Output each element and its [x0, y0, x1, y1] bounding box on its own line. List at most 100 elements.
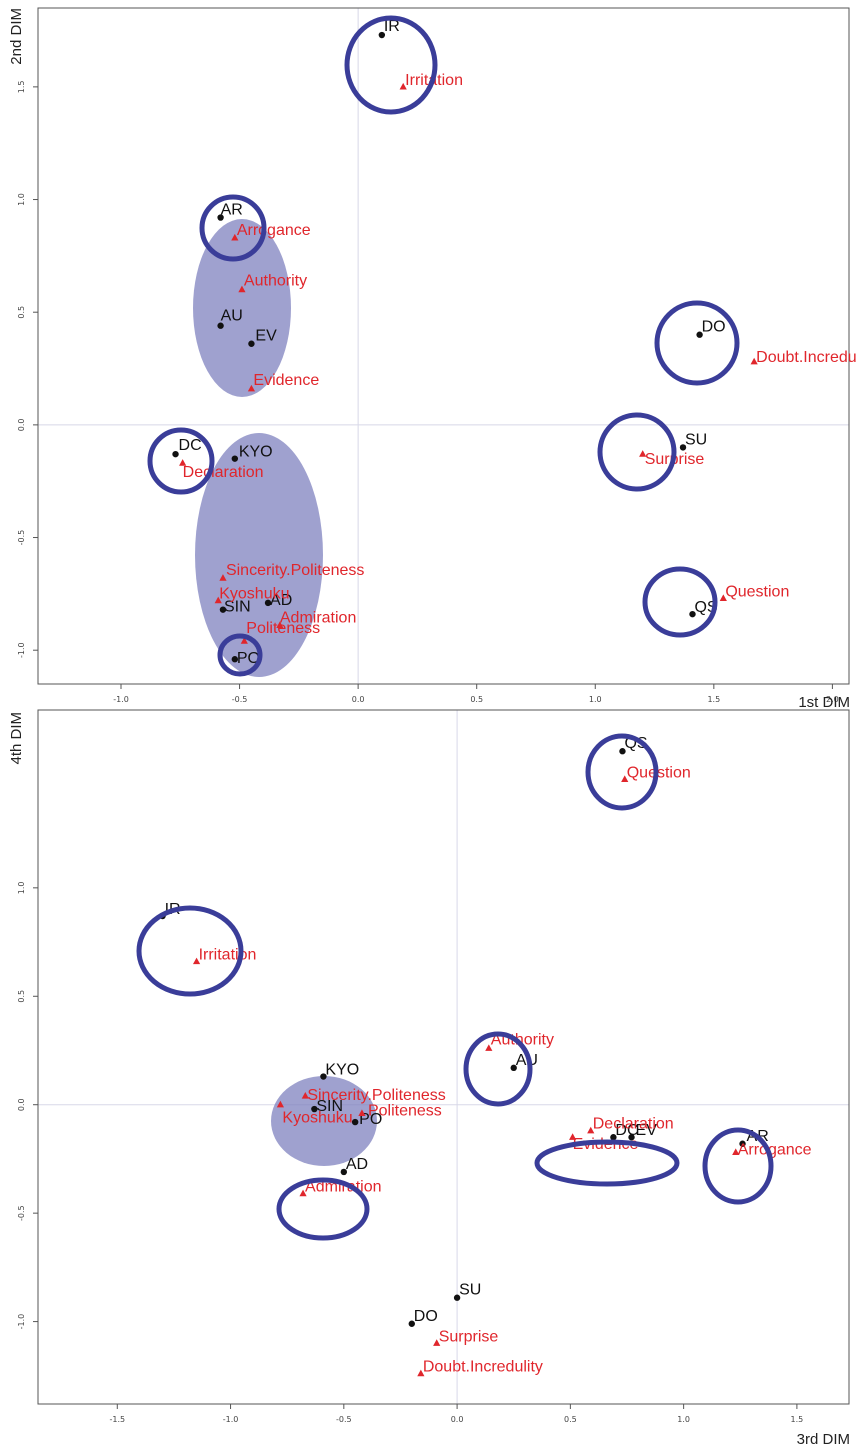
panel-1-point-kyoshuku [214, 596, 222, 604]
panel-1-label-ir: IR [384, 18, 400, 35]
panel-2-point-kyo [320, 1073, 327, 1080]
panel-1-point-authority [238, 285, 246, 293]
panel-1-label-au: AU [221, 308, 243, 325]
panel-2-label-admiration: Admiration [305, 1179, 381, 1196]
panel-1-label-su: SU [685, 431, 707, 448]
panel-1-point-politeness [240, 637, 248, 644]
panel-2-point-dc [610, 1134, 617, 1141]
panel-2-label-irritation: Irritation [199, 947, 257, 964]
panel-2-plot-frame [37, 709, 850, 1405]
panel-2-highlight-circle-1 [585, 733, 659, 811]
panel-2-point-su [453, 1294, 461, 1301]
panel-2-label-su: SU [459, 1282, 481, 1299]
panel-1-x-tick-label: 1.0 [589, 695, 602, 704]
panel-2-x-axis-label: 3rd DIM [797, 1431, 850, 1448]
panel-1-label-arrogance: Arrogance [237, 222, 311, 239]
panel-1-label-declaration: Declaration [183, 464, 264, 481]
panel-1-label-authority: Authority [244, 273, 307, 290]
panel-2-point-do [408, 1320, 415, 1327]
panel-2-y-tick-label: 1.0 [17, 881, 26, 894]
panel-2-point-po [351, 1118, 359, 1126]
panel-1-x-tick-label: 0.5 [470, 695, 483, 704]
panel-2-point-authority [485, 1044, 493, 1051]
panel-1-label-dc: DC [179, 437, 202, 454]
panel-1-label-ev: EV [255, 328, 277, 345]
panel-1-plot-frame [37, 7, 850, 685]
panel-1-highlight-circle-7 [217, 633, 263, 677]
panel-1-point-sin [219, 606, 227, 613]
panel-2-label-do: DO [414, 1308, 438, 1325]
panel-1-point-ar [217, 214, 224, 221]
panel-2-point-sin [311, 1105, 318, 1113]
panel-1-point-admiration [276, 621, 284, 629]
panel-1-highlight-circle-5 [597, 412, 677, 492]
panel-1-label-ar: AR [221, 202, 243, 219]
panel-1-point-qs [689, 610, 696, 618]
panel-1-y-tick-label: 0.0 [17, 418, 26, 431]
panel-1-x-tick-label: 2.0 [826, 695, 839, 704]
panel-1-point-irritation [399, 82, 407, 90]
panel-2-label-ev: EV [636, 1122, 658, 1139]
panel-1-point-surprise [639, 450, 647, 457]
panel-2-label-kyo: KYO [325, 1062, 359, 1079]
panel-1-highlight-circle-2 [199, 194, 267, 262]
panel-1-point-evidence [247, 384, 256, 392]
panel-1-point-po [231, 656, 239, 663]
panel-2-point-ev [628, 1134, 635, 1141]
panel-2-point-admiration [299, 1189, 307, 1197]
panel-2-highlight-circle-2 [136, 905, 244, 997]
panel-2-highlight-circle-4 [534, 1139, 680, 1187]
panel-1-point-declaration [179, 459, 187, 466]
panel-2-point-politeness [358, 1109, 366, 1116]
panel-2-point-ad [340, 1168, 348, 1176]
panel-1-point-question [719, 594, 727, 601]
panel-1-y-tick-label: -0.5 [17, 530, 26, 546]
panel-2-label-ad: AD [346, 1156, 368, 1173]
panel-1-point-dc [172, 450, 179, 458]
panel-1-highlight-circle-6 [642, 566, 718, 638]
panel-2-label-sincerity-politeness: Sincerity.Politeness [307, 1087, 445, 1104]
panel-1-y-axis-label: 2nd DIM [8, 8, 25, 65]
panel-2-label-surprise: Surprise [439, 1328, 499, 1345]
panel-1-label-sincerity-politeness: Sincerity.Politeness [226, 562, 364, 579]
panel-1-label-evidence: Evidence [253, 372, 319, 389]
panel-2-point-doubt-incredulity [417, 1369, 425, 1377]
panel-2-highlight-circle-3 [463, 1031, 533, 1107]
panel-2-label-doubt-incredulity: Doubt.Incredulity [423, 1359, 543, 1376]
panel-2-y-tick-label: 0.5 [17, 990, 26, 1003]
panel-2-point-evidence [569, 1133, 577, 1140]
panel-1-label-politeness: Politeness [246, 620, 320, 637]
panel-2-point-irritation [192, 957, 201, 965]
panel-2-point-surprise [433, 1339, 441, 1346]
panel-1-highlight-circle-1 [344, 15, 438, 115]
panel-1-label-question: Question [725, 583, 789, 600]
panel-2-y-tick-label: -1.0 [17, 1314, 26, 1330]
panel-1-point-arrogance [231, 233, 239, 241]
panel-2-x-tick-label: -0.5 [336, 1415, 352, 1424]
panel-2-y-tick-label: -0.5 [17, 1205, 26, 1221]
panel-2-point-declaration [587, 1126, 595, 1134]
panel-2-point-question [621, 775, 629, 782]
panel-1-point-ir [378, 31, 386, 39]
panel-2-label-kyoshuku: Kyoshuku [282, 1110, 352, 1127]
panel-1-label-sin: SIN [224, 599, 251, 616]
panel-1-label-doubt-incredulity: Doubt.Incredulity [756, 349, 857, 366]
panel-1-cluster-shade-2 [195, 433, 323, 677]
panel-1-label-kyo: KYO [239, 444, 273, 461]
panel-1-point-doubt-incredulity [750, 357, 758, 365]
panel-1-x-axis-label: 1st DIM [798, 694, 850, 711]
panel-1-y-tick-label: 1.0 [17, 193, 26, 206]
panel-1-point-kyo [231, 455, 239, 462]
panel-2-label-arrogance: Arrogance [738, 1141, 812, 1158]
panel-2-x-tick-label: -1.0 [223, 1415, 239, 1424]
panel-2-label-politeness: Politeness [368, 1102, 442, 1119]
panel-2-point-kyoshuku [276, 1100, 284, 1108]
panel-1-x-tick-label: 0.0 [352, 695, 365, 704]
panel-1-label-ad: AD [270, 592, 292, 609]
panel-2-x-tick-label: 1.5 [791, 1415, 804, 1424]
panel-1-highlight-circle-3 [654, 300, 740, 386]
panel-2-highlight-circle-5 [702, 1127, 774, 1205]
panel-2-x-tick-label: 1.0 [677, 1415, 690, 1424]
panel-1-y-tick-label: -1.0 [17, 642, 26, 658]
